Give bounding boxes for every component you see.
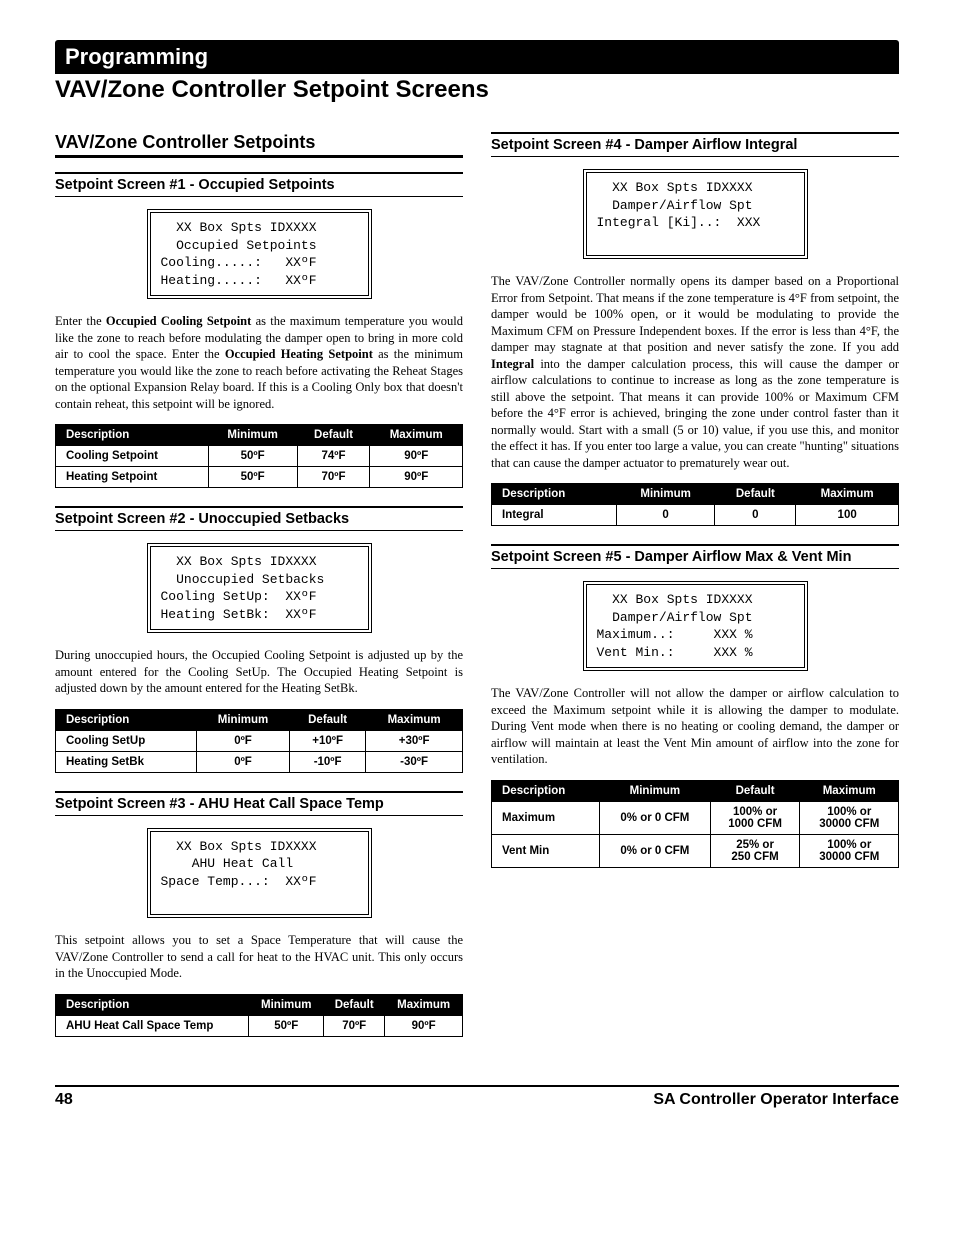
screen4-text: The VAV/Zone Controller normally opens i…: [491, 273, 899, 471]
left-column: VAV/Zone Controller Setpoints Setpoint S…: [55, 132, 463, 1055]
screen2-text: During unoccupied hours, the Occupied Co…: [55, 647, 463, 697]
screen3-text: This setpoint allows you to set a Space …: [55, 932, 463, 982]
screen5-lcd: XX Box Spts IDXXXX Damper/Airflow Spt Ma…: [583, 581, 808, 671]
screen4-heading: Setpoint Screen #4 - Damper Airflow Inte…: [491, 132, 899, 157]
right-column: Setpoint Screen #4 - Damper Airflow Inte…: [491, 132, 899, 1055]
page-title: VAV/Zone Controller Setpoint Screens: [55, 76, 899, 104]
footer-title: SA Controller Operator Interface: [653, 1091, 899, 1109]
content-columns: VAV/Zone Controller Setpoints Setpoint S…: [55, 132, 899, 1055]
page-footer: 48 SA Controller Operator Interface: [55, 1085, 899, 1109]
screen1-heading: Setpoint Screen #1 - Occupied Setpoints: [55, 172, 463, 197]
screen5-table: DescriptionMinimumDefaultMaximumMaximum0…: [491, 780, 899, 868]
screen2-lcd: XX Box Spts IDXXXX Unoccupied Setbacks C…: [147, 543, 372, 633]
screen3-lcd: XX Box Spts IDXXXX AHU Heat Call Space T…: [147, 828, 372, 918]
screen4-lcd: XX Box Spts IDXXXX Damper/Airflow Spt In…: [583, 169, 808, 259]
screen5-heading: Setpoint Screen #5 - Damper Airflow Max …: [491, 544, 899, 569]
screen2-heading: Setpoint Screen #2 - Unoccupied Setbacks: [55, 506, 463, 531]
screen5-text: The VAV/Zone Controller will not allow t…: [491, 685, 899, 768]
section-heading: VAV/Zone Controller Setpoints: [55, 132, 463, 158]
screen4-table: DescriptionMinimumDefaultMaximumIntegral…: [491, 483, 899, 526]
screen1-text: Enter the Occupied Cooling Setpoint as t…: [55, 313, 463, 412]
header-bar: Programming: [55, 40, 899, 74]
screen1-table: DescriptionMinimumDefaultMaximumCooling …: [55, 424, 463, 488]
screen2-table: DescriptionMinimumDefaultMaximumCooling …: [55, 709, 463, 773]
page-number: 48: [55, 1091, 73, 1109]
screen1-lcd: XX Box Spts IDXXXX Occupied Setpoints Co…: [147, 209, 372, 299]
screen3-table: DescriptionMinimumDefaultMaximumAHU Heat…: [55, 994, 463, 1037]
screen3-heading: Setpoint Screen #3 - AHU Heat Call Space…: [55, 791, 463, 816]
